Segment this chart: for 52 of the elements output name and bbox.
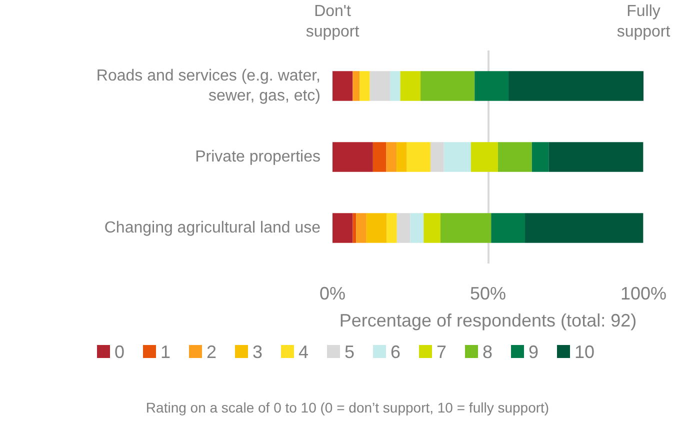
bar <box>332 71 353 101</box>
legend-label: 3 <box>252 342 263 362</box>
bar <box>356 213 366 243</box>
x-tick-label: 0% <box>319 284 346 304</box>
bar <box>430 142 444 172</box>
bar <box>406 142 430 172</box>
bar <box>386 142 397 172</box>
bar <box>548 142 644 172</box>
bar <box>332 142 373 172</box>
x-tick-label: 100% <box>620 284 667 304</box>
bar <box>491 213 526 243</box>
bar <box>390 71 400 101</box>
bar <box>532 142 549 172</box>
y-tick-label: Private properties <box>195 148 320 166</box>
bar <box>508 71 644 101</box>
bar <box>332 213 353 243</box>
y-tick-label: Roads and services (e.g. water, sewer, gas, etc) <box>96 67 320 105</box>
bar <box>440 213 492 243</box>
bar <box>360 71 370 101</box>
bar <box>444 142 471 172</box>
bar <box>525 213 644 243</box>
bar <box>352 213 356 243</box>
x-axis-title: Percentage of respondents (total: 92) <box>339 310 637 330</box>
legend-label: 0 <box>114 342 125 362</box>
legend-label: 4 <box>298 342 309 362</box>
y-tick-label: Changing agricultural land use <box>104 220 321 236</box>
bar <box>366 213 387 243</box>
text: Rating on a scale of 0 to 10 (0 = don’t support, 10 = fully support) <box>146 400 550 416</box>
legend-label: 8 <box>482 342 493 362</box>
bar <box>386 213 397 243</box>
x-tick-label: 50% <box>470 284 506 304</box>
bar <box>400 71 421 101</box>
legend-label: 5 <box>344 342 355 362</box>
bar <box>424 213 440 243</box>
legend-label: 10 <box>574 342 595 362</box>
bar <box>474 71 509 101</box>
text: Don't support <box>306 3 360 40</box>
bar <box>498 142 532 172</box>
bar <box>372 142 386 172</box>
legend-label: 1 <box>160 342 171 362</box>
bar <box>410 213 424 243</box>
legend-label: 2 <box>206 342 217 362</box>
legend-label: 6 <box>390 342 401 362</box>
bar <box>352 71 360 101</box>
bar <box>470 142 498 172</box>
bar <box>396 142 407 172</box>
text: Fully support <box>616 3 671 40</box>
legend-label: 9 <box>528 342 539 362</box>
legend-label: 7 <box>436 342 447 362</box>
bar <box>396 213 410 243</box>
bar <box>420 71 475 101</box>
bar <box>370 71 390 101</box>
